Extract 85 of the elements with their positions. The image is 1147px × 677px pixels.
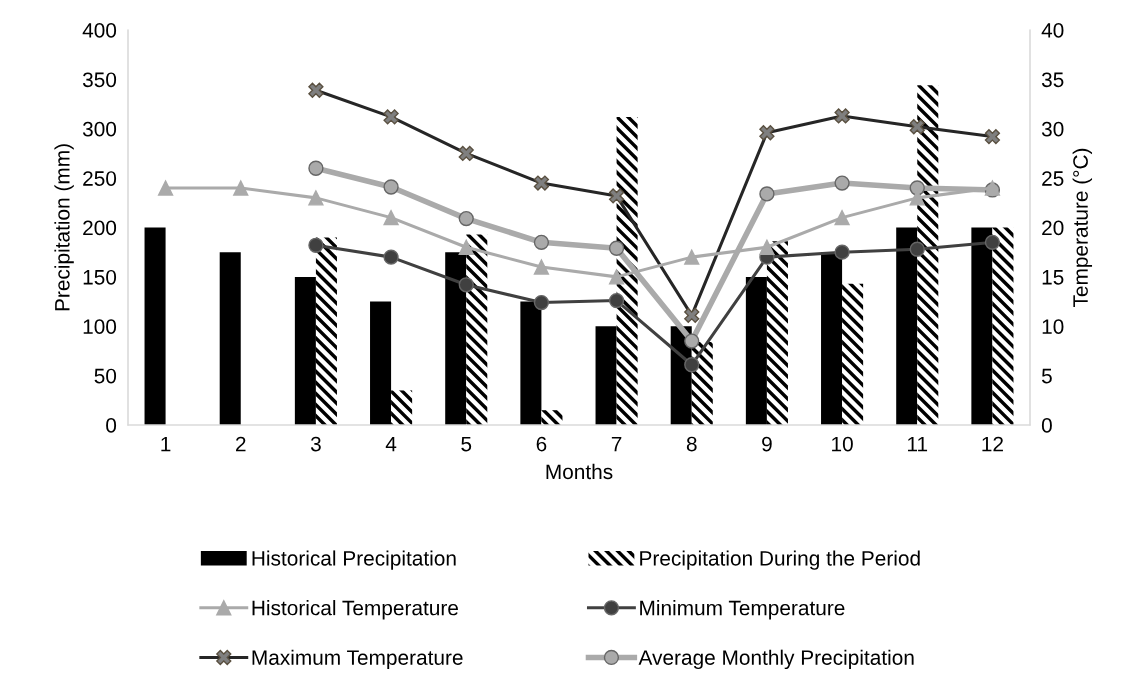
point — [834, 244, 850, 260]
y2-tick-label: 20 — [1042, 220, 1064, 236]
y2-tick-label: 25 — [1042, 171, 1064, 186]
bar — [821, 252, 843, 425]
bar — [992, 227, 1014, 425]
y-tick-label: 200 — [83, 220, 117, 236]
x-tick-label: 3 — [310, 436, 321, 452]
x-tick-label: 12 — [982, 436, 1003, 452]
point — [608, 240, 625, 256]
bar — [520, 301, 542, 425]
legend-label: Maximum Temperature — [252, 649, 463, 670]
x-axis-title: Months — [546, 463, 613, 480]
bar — [595, 326, 617, 425]
point — [533, 259, 550, 275]
point — [383, 249, 399, 265]
y2-tick-label: 10 — [1042, 319, 1064, 334]
point — [984, 234, 1001, 250]
bar — [391, 390, 413, 425]
bar — [917, 85, 939, 425]
bar — [842, 283, 864, 425]
bar — [766, 241, 788, 425]
y2-tick-label: 5 — [1041, 368, 1052, 384]
point — [834, 175, 850, 191]
legend-label: Historical Precipitation — [252, 550, 456, 570]
y-tick-label: 0 — [106, 418, 117, 433]
y-tick-label: 300 — [82, 121, 117, 137]
y2-tick-label: 30 — [1041, 121, 1064, 137]
point — [383, 209, 399, 226]
point — [834, 209, 850, 226]
bar — [370, 301, 392, 425]
point — [608, 292, 625, 309]
x-tick-label: 4 — [385, 436, 397, 452]
bar — [896, 227, 918, 425]
legend-label: Precipitation During the Period — [640, 550, 920, 570]
point — [684, 249, 700, 265]
x-tick-label: 9 — [762, 436, 772, 452]
x-tick-label: 2 — [236, 436, 246, 452]
point — [308, 190, 324, 206]
x-tick-label: 1 — [161, 436, 171, 452]
y-tick-label: 150 — [83, 269, 117, 285]
bar — [445, 252, 467, 425]
y-tick-label: 50 — [94, 368, 117, 384]
y2-tick-label: 0 — [1041, 418, 1052, 433]
x-tick-label: 5 — [461, 436, 472, 452]
point — [684, 333, 700, 349]
y2-axis-title: Temperature (°C) — [1072, 148, 1093, 308]
y-tick-label: 100 — [83, 319, 117, 334]
bar — [971, 227, 993, 425]
point — [157, 180, 174, 196]
point — [383, 179, 399, 195]
point — [684, 357, 700, 373]
legend-label: Average Monthly Precipitation — [638, 649, 914, 670]
bar — [745, 276, 767, 425]
y2-tick-label: 15 — [1042, 270, 1064, 285]
x-tick-label: 10 — [832, 436, 853, 452]
point — [233, 180, 249, 196]
point — [533, 234, 550, 250]
bar — [466, 234, 488, 425]
y-axis-title: Precipitation (mm) — [54, 144, 74, 311]
point — [458, 277, 474, 293]
point — [608, 269, 625, 285]
bar — [541, 410, 563, 425]
x-tick-label: 6 — [536, 436, 547, 452]
point — [458, 239, 474, 255]
bar — [315, 237, 337, 425]
point — [909, 241, 925, 257]
legend-label: Historical Temperature — [252, 600, 458, 620]
point — [458, 210, 474, 227]
y-tick-label: 250 — [83, 171, 117, 186]
point — [308, 160, 324, 176]
x-tick-label: 7 — [611, 436, 622, 452]
point — [759, 186, 775, 202]
bar — [219, 252, 241, 425]
point — [533, 294, 550, 311]
legend-label: Minimum Temperature — [640, 600, 845, 620]
bar — [144, 227, 166, 425]
x-tick-label: 8 — [686, 436, 697, 452]
y2-tick-label: 40 — [1041, 23, 1064, 38]
x-tick-label: 11 — [908, 436, 928, 452]
point — [759, 239, 775, 255]
bar — [294, 276, 316, 425]
y-tick-label: 350 — [82, 72, 117, 88]
point — [308, 237, 324, 253]
y-tick-label: 400 — [82, 23, 117, 38]
y2-tick-label: 35 — [1041, 72, 1064, 88]
